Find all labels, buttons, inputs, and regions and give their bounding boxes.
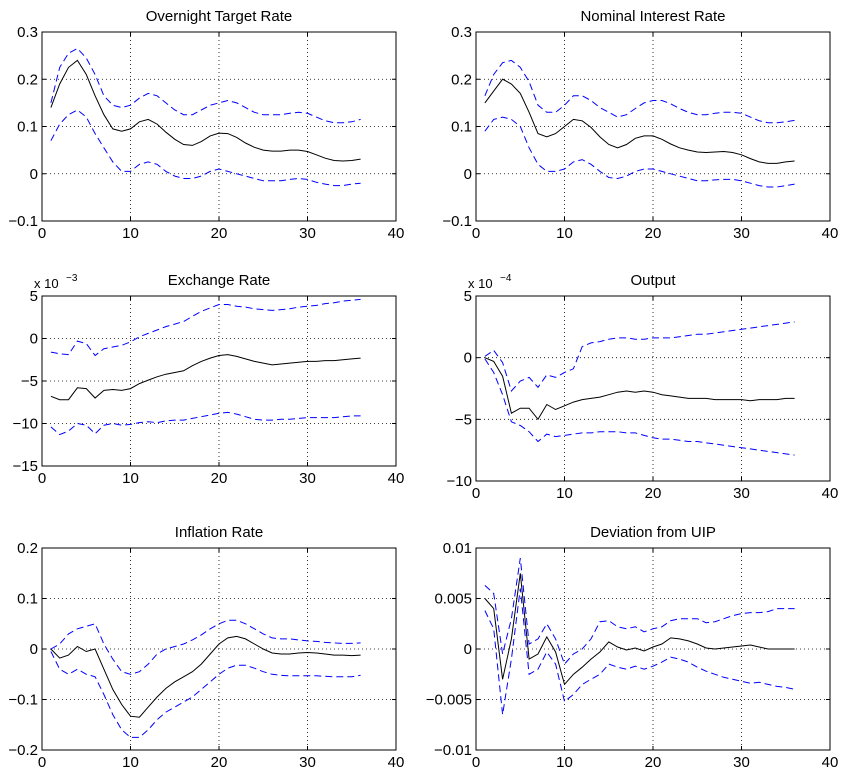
x-tick-label: 40 xyxy=(822,225,839,242)
y-tick-label: −5 xyxy=(455,411,472,428)
x-tick-label: 0 xyxy=(38,470,46,487)
chart-title: Deviation from UIP xyxy=(590,524,716,541)
panel-5: 0 10 20 30 40 −0.01 −0.005 0 0.005 0.01 Deviation … xyxy=(426,524,839,770)
x-tick-label: 20 xyxy=(645,754,662,770)
y-tick-label: 0.1 xyxy=(451,119,472,136)
series-median xyxy=(50,635,361,718)
y-multiplier: x 10 xyxy=(34,276,59,291)
series-lower xyxy=(50,651,361,738)
y-multiplier-exponent: −3 xyxy=(66,273,78,284)
x-tick-label: 10 xyxy=(122,470,139,487)
y-tick-label: 0.2 xyxy=(17,71,38,88)
series-upper xyxy=(484,321,795,392)
y-tick-label: 0.2 xyxy=(451,71,472,88)
series-median xyxy=(484,78,795,164)
x-tick-label: 0 xyxy=(38,225,46,242)
x-tick-label: 10 xyxy=(122,225,139,242)
y-multiplier: x 10 xyxy=(468,276,493,291)
x-tick-label: 40 xyxy=(822,485,839,502)
panel-3: 0 10 20 30 40 −10 −5 0 5 Output x 10 −4 xyxy=(447,272,839,502)
x-tick-label: 0 xyxy=(472,485,480,502)
x-tick-label: 30 xyxy=(733,754,750,770)
y-tick-label: 0 xyxy=(464,350,472,367)
chart-title: Overnight Target Rate xyxy=(146,8,292,25)
x-tick-label: 0 xyxy=(38,754,46,770)
x-tick-label: 30 xyxy=(299,470,316,487)
series-upper xyxy=(50,298,361,357)
y-tick-label: 5 xyxy=(30,288,38,305)
y-tick-label: −0.1 xyxy=(8,692,38,709)
y-tick-label: 0.3 xyxy=(451,24,472,41)
x-tick-label: 0 xyxy=(472,754,480,770)
x-tick-label: 30 xyxy=(299,754,316,770)
chart-title: Exchange Rate xyxy=(168,272,271,289)
x-tick-label: 40 xyxy=(388,470,405,487)
y-tick-label: 0 xyxy=(464,166,472,183)
x-tick-label: 20 xyxy=(211,225,228,242)
series-lower xyxy=(484,358,795,456)
x-tick-label: 0 xyxy=(472,225,480,242)
x-tick-label: 30 xyxy=(733,485,750,502)
y-tick-label: −0.1 xyxy=(442,213,472,230)
y-tick-label: −10 xyxy=(13,416,38,433)
series-upper xyxy=(484,59,795,124)
y-tick-label: 0.3 xyxy=(17,24,38,41)
series-lower xyxy=(484,588,795,715)
y-tick-label: 0 xyxy=(30,641,38,658)
x-tick-label: 20 xyxy=(211,754,228,770)
x-tick-label: 40 xyxy=(822,754,839,770)
x-tick-label: 10 xyxy=(556,754,573,770)
x-tick-label: 30 xyxy=(299,225,316,242)
y-tick-label: 0 xyxy=(30,166,38,183)
x-tick-label: 10 xyxy=(556,225,573,242)
y-tick-label: −0.005 xyxy=(426,692,472,709)
y-tick-label: 0.005 xyxy=(434,591,472,608)
y-multiplier-exponent: −4 xyxy=(500,273,512,284)
series-median xyxy=(484,573,795,686)
y-tick-label: 5 xyxy=(464,288,472,305)
x-tick-label: 20 xyxy=(645,225,662,242)
series-median xyxy=(50,354,361,401)
y-tick-label: 0.2 xyxy=(17,540,38,557)
chart-title: Inflation Rate xyxy=(175,524,263,541)
series-median xyxy=(50,59,361,162)
chart-title: Output xyxy=(630,272,676,289)
y-tick-label: 0.01 xyxy=(443,540,472,557)
y-tick-label: 0 xyxy=(30,331,38,348)
y-tick-label: 0.1 xyxy=(17,591,38,608)
chart-title: Nominal Interest Rate xyxy=(580,8,725,25)
series-upper xyxy=(484,558,795,666)
x-tick-label: 40 xyxy=(388,754,405,770)
x-tick-label: 40 xyxy=(388,225,405,242)
x-tick-label: 20 xyxy=(211,470,228,487)
series-upper xyxy=(50,619,361,675)
panel-4: 0 10 20 30 40 −0.2 −0.1 0 0.1 0.2 Inflation Rate xyxy=(8,524,404,770)
y-tick-label: −0.1 xyxy=(8,213,38,230)
x-tick-label: 30 xyxy=(733,225,750,242)
series-lower xyxy=(50,411,361,436)
y-tick-label: −0.01 xyxy=(434,742,472,759)
series-lower xyxy=(50,109,361,187)
y-tick-label: −0.2 xyxy=(8,742,38,759)
series-lower xyxy=(484,116,795,188)
panel-2: 0 10 20 30 40 −15 −10 −5 0 5 Exchange Rate x 10 −3 xyxy=(13,272,405,487)
y-tick-label: −15 xyxy=(13,458,38,475)
series-median xyxy=(484,357,795,421)
y-tick-label: 0.1 xyxy=(17,119,38,136)
x-tick-label: 10 xyxy=(122,754,139,770)
x-tick-label: 10 xyxy=(556,485,573,502)
y-tick-label: −10 xyxy=(447,473,472,490)
y-tick-label: 0 xyxy=(464,641,472,658)
x-tick-label: 20 xyxy=(645,485,662,502)
series-upper xyxy=(50,47,361,124)
y-tick-label: −5 xyxy=(21,373,38,390)
